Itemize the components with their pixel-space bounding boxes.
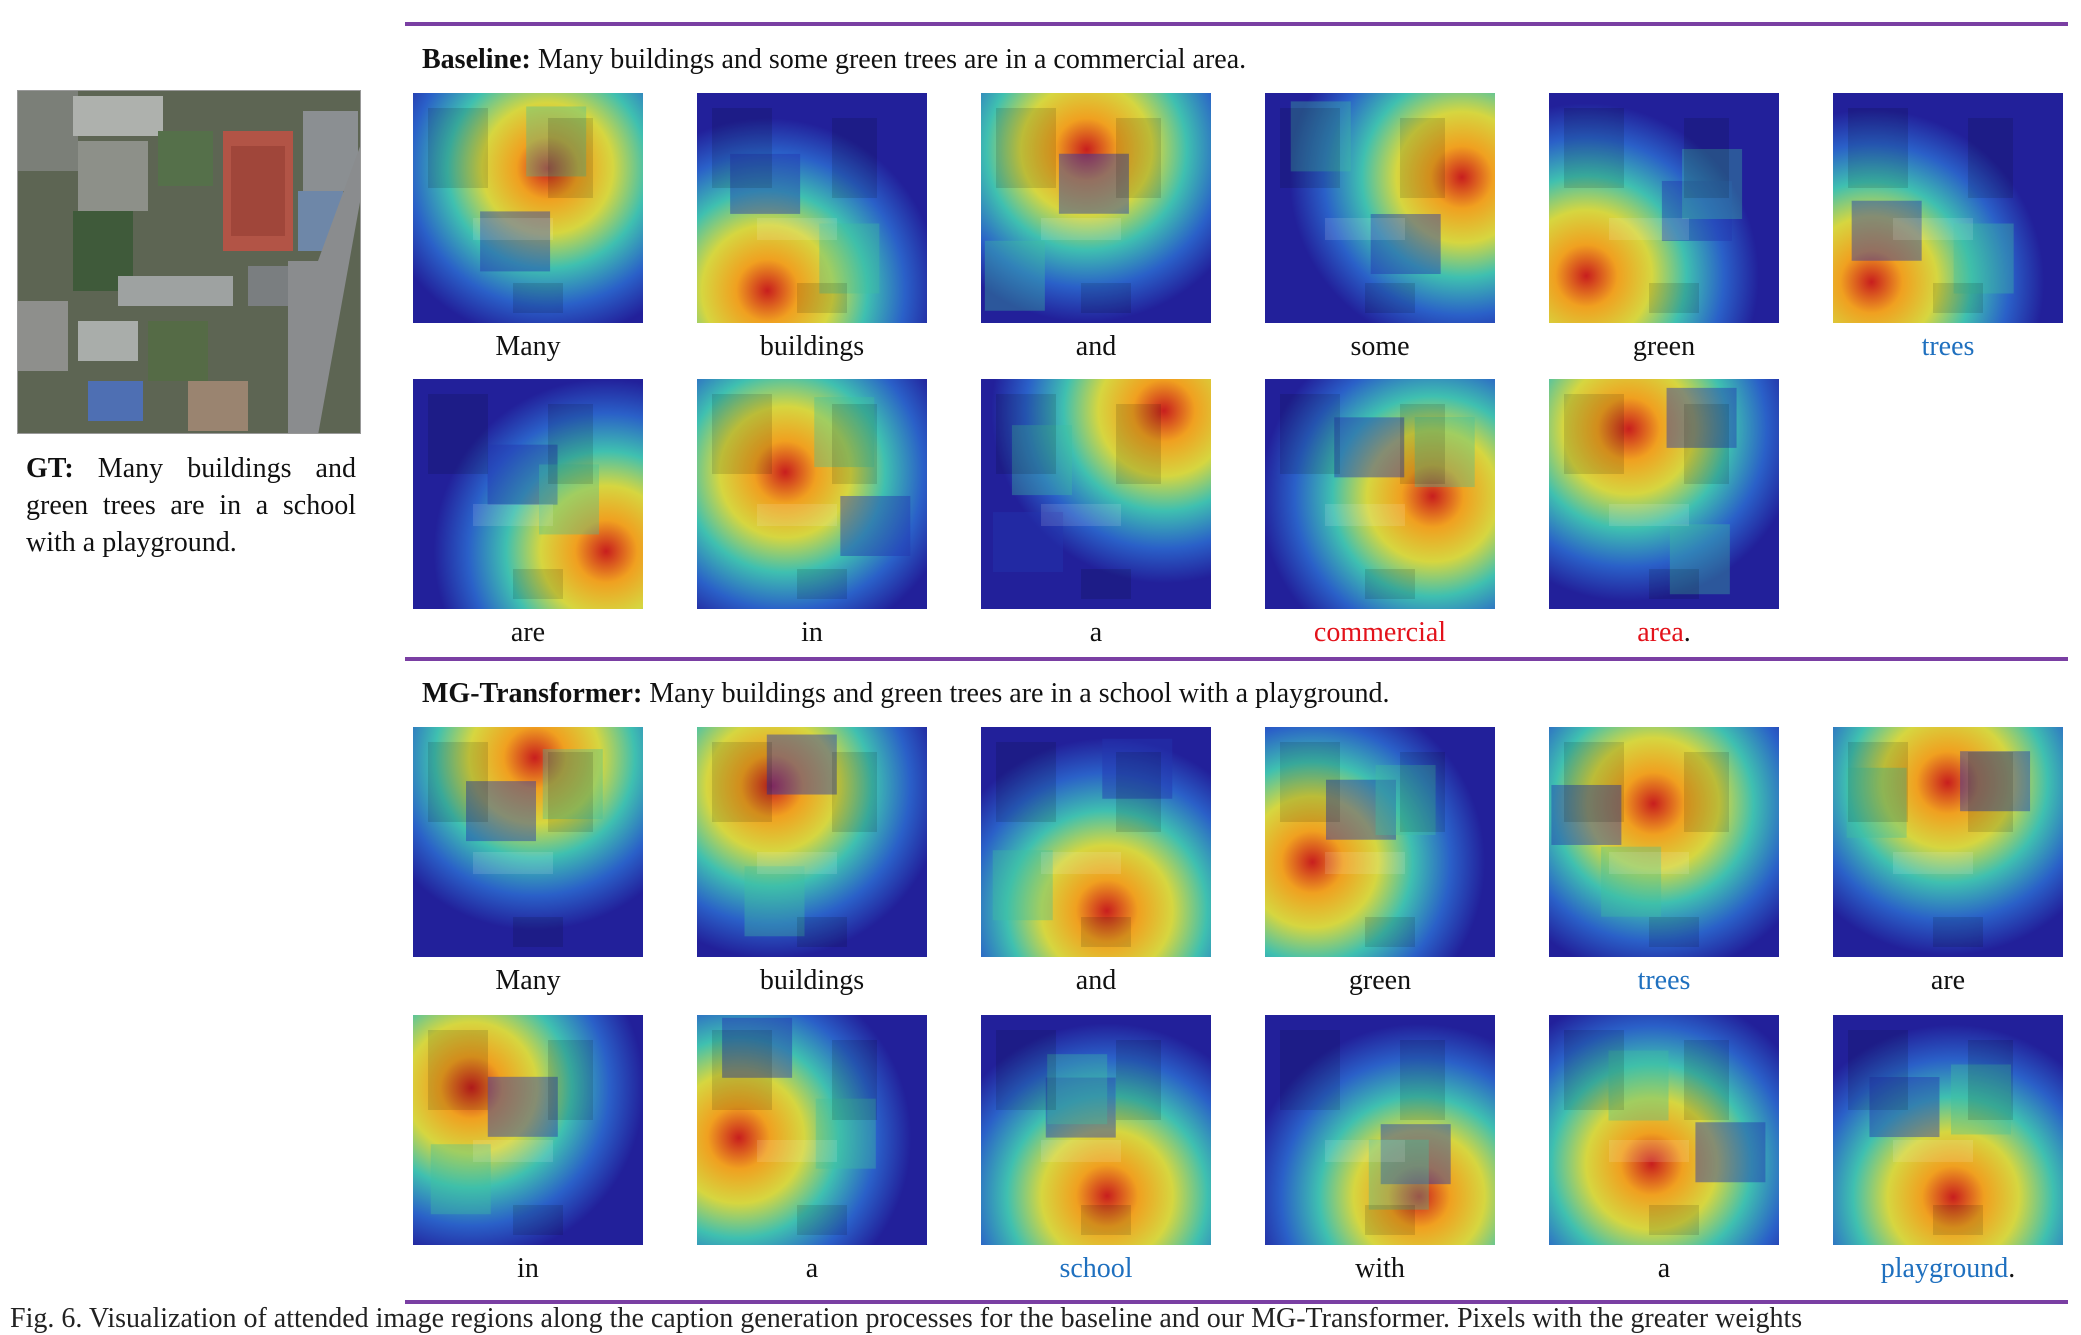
mg-transformer-word: in xyxy=(517,1253,539,1284)
baseline-word-label: Many xyxy=(386,331,670,363)
mg-transformer-word: a xyxy=(1657,1253,1671,1284)
mg-transformer-attention-map xyxy=(697,1015,927,1245)
baseline-attention-map xyxy=(413,93,643,323)
mg-transformer-attention-map xyxy=(1549,727,1779,957)
baseline-word-label: buildings xyxy=(670,331,954,363)
baseline-attention-map xyxy=(981,93,1211,323)
baseline-caption: Baseline: Many buildings and some green … xyxy=(422,44,1246,76)
mg-transformer-word: a xyxy=(805,1253,819,1284)
baseline-word-label: and xyxy=(954,331,1238,363)
baseline-label: Baseline: xyxy=(422,44,531,75)
ground-truth-aerial-image xyxy=(17,90,361,434)
mg-transformer-word-label: green xyxy=(1238,965,1522,997)
baseline-attention-map xyxy=(1265,93,1495,323)
mg-transformer-word: and xyxy=(1075,965,1117,996)
mg-transformer-word-label: buildings xyxy=(670,965,954,997)
baseline-word-label: commercial xyxy=(1238,617,1522,649)
baseline-word-label: trees xyxy=(1806,331,2081,363)
mg-transformer-word: Many xyxy=(495,965,561,996)
bottom-rule xyxy=(405,1300,2068,1304)
baseline-word: buildings xyxy=(759,331,865,362)
baseline-word-label: a xyxy=(954,617,1238,649)
mg-transformer-word-label: trees xyxy=(1522,965,1806,997)
mg-transformer-word-label: are xyxy=(1806,965,2081,997)
ground-truth-caption: GT: Many buildings and green trees are i… xyxy=(26,450,356,561)
baseline-word: some xyxy=(1350,331,1410,362)
gt-text: Many buildings and green trees are in a … xyxy=(26,453,356,558)
mg-transformer-attention-map xyxy=(1265,727,1495,957)
figure-caption: Fig. 6. Visualization of attended image … xyxy=(10,1303,1803,1334)
baseline-word-label: area. xyxy=(1522,617,1806,649)
baseline-word-label: are xyxy=(386,617,670,649)
mg-transformer-word-label: playground. xyxy=(1806,1253,2081,1285)
baseline-attention-map xyxy=(1549,379,1779,609)
baseline-word-label: some xyxy=(1238,331,1522,363)
mg-transformer-word-label: a xyxy=(670,1253,954,1285)
mg-transformer-word: with xyxy=(1355,1253,1405,1284)
mg-transformer-attention-map xyxy=(981,727,1211,957)
gt-label: GT: xyxy=(26,453,74,484)
baseline-word: commercial xyxy=(1313,617,1447,648)
mg-transformer-word-label: Many xyxy=(386,965,670,997)
baseline-attention-map xyxy=(697,379,927,609)
baseline-attention-map xyxy=(1265,379,1495,609)
mg-transformer-word-label: school xyxy=(954,1253,1238,1285)
mg-transformer-word: school xyxy=(1059,1253,1133,1284)
baseline-text: Many buildings and some green trees are … xyxy=(530,44,1247,75)
mg-transformer-attention-map xyxy=(413,727,643,957)
baseline-attention-map xyxy=(1549,93,1779,323)
baseline-word-suffix: . xyxy=(1683,617,1691,648)
aerial-photo xyxy=(18,91,360,433)
baseline-word-label: green xyxy=(1522,331,1806,363)
mg-transformer-caption: MG-Transformer: Many buildings and green… xyxy=(422,678,1390,710)
mg-transformer-attention-map xyxy=(1833,1015,2063,1245)
mg-transformer-attention-map xyxy=(1549,1015,1779,1245)
baseline-attention-map xyxy=(1833,93,2063,323)
mg-transformer-attention-map xyxy=(413,1015,643,1245)
mg-transformer-text: Many buildings and green trees are in a … xyxy=(642,678,1390,709)
mg-transformer-attention-map xyxy=(1833,727,2063,957)
baseline-word-label: in xyxy=(670,617,954,649)
mg-transformer-word: trees xyxy=(1637,965,1691,996)
baseline-attention-map xyxy=(981,379,1211,609)
baseline-word: area xyxy=(1637,617,1684,648)
mg-transformer-attention-map xyxy=(1265,1015,1495,1245)
mg-transformer-word-label: and xyxy=(954,965,1238,997)
baseline-word: in xyxy=(801,617,823,648)
baseline-word: are xyxy=(510,617,546,648)
baseline-word: a xyxy=(1089,617,1103,648)
mg-transformer-word-label: with xyxy=(1238,1253,1522,1285)
baseline-word: green xyxy=(1632,331,1696,362)
mg-transformer-word-label: in xyxy=(386,1253,670,1285)
baseline-word: Many xyxy=(495,331,561,362)
mg-transformer-word: playground xyxy=(1880,1253,2009,1284)
mg-transformer-word: are xyxy=(1930,965,1966,996)
baseline-attention-map xyxy=(413,379,643,609)
mg-transformer-word: buildings xyxy=(759,965,865,996)
mg-transformer-label: MG-Transformer: xyxy=(422,678,643,709)
mg-transformer-word-suffix: . xyxy=(2008,1253,2016,1284)
top-rule xyxy=(405,22,2068,26)
mg-transformer-attention-map xyxy=(981,1015,1211,1245)
baseline-word: trees xyxy=(1921,331,1975,362)
middle-rule xyxy=(405,657,2068,661)
mg-transformer-word-label: a xyxy=(1522,1253,1806,1285)
mg-transformer-attention-map xyxy=(697,727,927,957)
baseline-word: and xyxy=(1075,331,1117,362)
baseline-attention-map xyxy=(697,93,927,323)
mg-transformer-word: green xyxy=(1348,965,1412,996)
